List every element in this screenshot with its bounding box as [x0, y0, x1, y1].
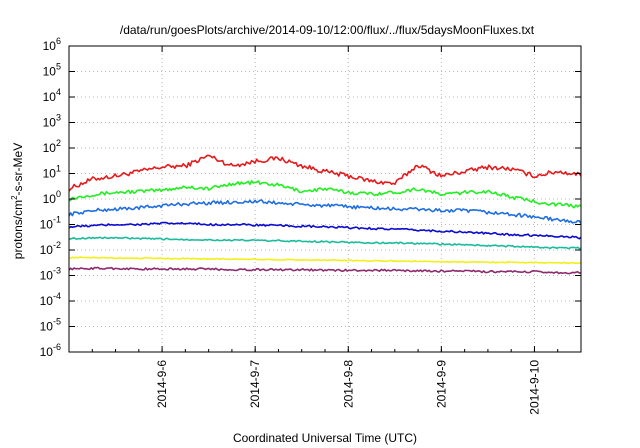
y-axis-label-rest: -s-sr-MeV: [11, 143, 25, 196]
y-tick-label: 10-2: [40, 240, 61, 257]
y-tick-label: 106: [43, 36, 61, 53]
y-tick-label: 10-5: [40, 317, 61, 334]
series-line-1: [68, 154, 582, 192]
series-lines: [68, 154, 582, 275]
y-tick-label: 10-3: [40, 266, 61, 283]
chart-title: /data/run/goesPlots/archive/2014-09-10/1…: [120, 23, 535, 37]
series-line-6: [68, 256, 582, 265]
y-tick-label: 105: [43, 62, 61, 79]
series-line-7: [68, 266, 582, 275]
y-tick-label: 101: [43, 164, 61, 181]
x-tick-label: 2014-9-8: [341, 360, 355, 408]
y-axis-label-sup: 2: [10, 195, 19, 200]
series-line-3: [68, 199, 582, 224]
y-tick-label: 10-1: [40, 215, 61, 232]
series-line-5: [68, 236, 582, 250]
x-axis-ticks: 2014-9-6 2014-9-7 2014-9-8 2014-9-9 2014-9-1…: [68, 46, 582, 415]
x-tick-label: 2014-9-10: [527, 360, 541, 415]
x-tick-label: 2014-9-6: [155, 360, 169, 408]
y-tick-label: 102: [43, 138, 61, 155]
y-tick-label: 10-4: [40, 291, 61, 308]
series-line-4: [68, 221, 582, 240]
y-axis-ticks: 106 105 104 103 102 101 100 10-1 10-2 10-3 10-4 10-…: [40, 36, 581, 359]
series-line-2: [68, 180, 582, 209]
y-axis-label: protons/cm2-s-sr-MeV: [10, 143, 25, 259]
y-tick-label: 104: [43, 87, 61, 104]
x-tick-label: 2014-9-9: [434, 360, 448, 408]
y-tick-label: 100: [43, 189, 61, 206]
y-tick-label: 10-6: [40, 342, 61, 359]
y-tick-label: 103: [43, 113, 61, 130]
x-axis-label: Coordinated Universal Time (UTC): [233, 431, 417, 445]
x-tick-label: 2014-9-7: [248, 360, 262, 408]
y-axis-label-base: protons/cm: [11, 200, 25, 259]
